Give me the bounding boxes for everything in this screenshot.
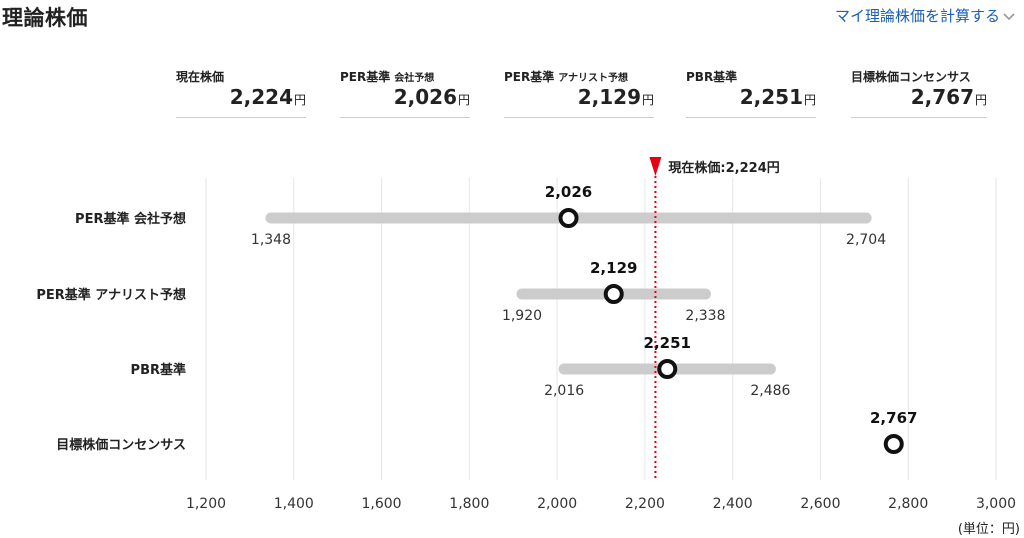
summary-label: 目標株価コンセンサス	[851, 70, 971, 84]
range-high-label: 2,338	[685, 308, 725, 324]
x-tick-label: 2,600	[800, 496, 840, 512]
summary-value: 2,767円	[910, 85, 987, 109]
value-marker	[657, 359, 678, 379]
page-title: 理論株価	[2, 6, 88, 30]
summary-row: 現在株価 2,224円 PER基準 会社予想 2,026円 PER基準 アナリスト予…	[0, 68, 1024, 120]
chevron-down-icon	[1003, 12, 1015, 20]
summary-value: 2,026円	[393, 85, 470, 109]
x-tick-label: 2,800	[888, 496, 928, 512]
value-label: 2,767	[870, 409, 917, 427]
x-tick-label: 1,400	[274, 496, 314, 512]
x-tick-label: 2,000	[537, 496, 577, 512]
row-label: 目標株価コンセンサス	[56, 437, 186, 453]
x-tick-label: 1,200	[186, 496, 226, 512]
value-label: 2,251	[644, 334, 691, 352]
row-label: PBR基準	[131, 362, 186, 378]
unit-note: (単位：円)	[957, 522, 1020, 537]
summary-label: PER基準 会社予想	[340, 70, 435, 84]
calc-link[interactable]: マイ理論株価を計算する	[835, 5, 1016, 26]
value-label: 2,129	[590, 259, 637, 277]
summary-card-per-company: PER基準 会社予想 2,026円	[340, 68, 470, 118]
range-chart: 1,200 1,400 1,600 1,800 2,000 2,200 2,400 2,600…	[36, 157, 1016, 512]
summary-label: PER基準 アナリスト予想	[504, 70, 629, 84]
summary-card-pbr: PBR基準 2,251円	[686, 68, 816, 118]
range-high-label: 2,704	[846, 232, 886, 248]
range-low-label: 1,920	[502, 308, 542, 324]
summary-value: 2,129円	[577, 85, 654, 109]
calc-link-label: マイ理論株価を計算する	[834, 7, 1000, 25]
x-tick-label: 2,200	[625, 496, 665, 512]
row-label: PER基準 アナリスト予想	[36, 287, 186, 303]
summary-label: PBR基準	[686, 70, 738, 84]
summary-value: 2,251円	[739, 85, 816, 109]
reference-label: 現在株価:2,224円	[668, 160, 779, 176]
value-marker	[558, 208, 579, 228]
value-label: 2,026	[545, 183, 592, 201]
value-marker	[883, 434, 904, 454]
x-tick-label: 1,800	[449, 496, 489, 512]
range-low-label: 2,016	[544, 383, 584, 399]
range-low-label: 1,348	[251, 232, 291, 248]
x-tick-label: 2,400	[713, 496, 753, 512]
summary-value: 2,224円	[229, 85, 306, 109]
range-high-label: 2,486	[750, 383, 790, 399]
summary-card-consensus: 目標株価コンセンサス 2,767円	[851, 68, 987, 118]
x-tick-label: 3,000	[976, 496, 1016, 512]
value-marker	[603, 284, 624, 304]
summary-label: 現在株価	[176, 70, 225, 84]
reference-marker-icon	[649, 157, 662, 176]
x-tick-label: 1,600	[362, 496, 402, 512]
summary-card-current: 現在株価 2,224円	[176, 68, 306, 118]
row-label: PER基準 会社予想	[75, 211, 186, 227]
summary-card-per-analyst: PER基準 アナリスト予想 2,129円	[504, 68, 654, 118]
